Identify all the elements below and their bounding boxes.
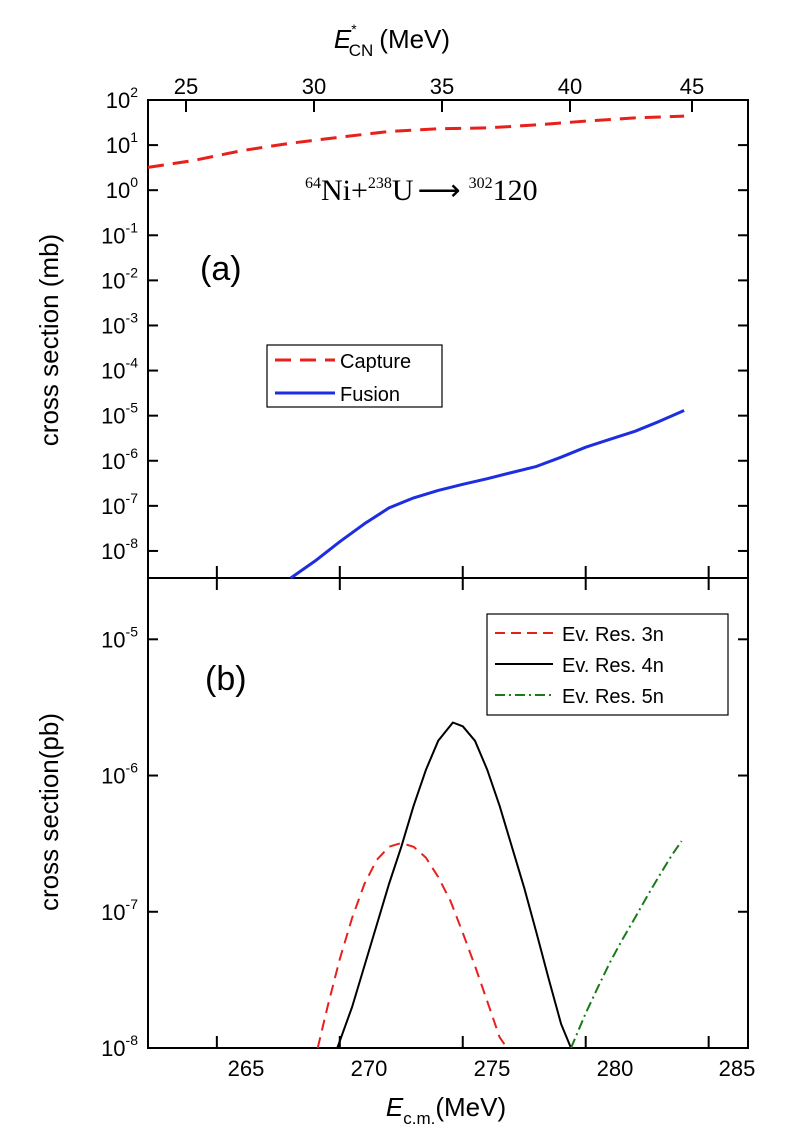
x-axis-ticks: [185, 100, 710, 1048]
legend-label-capture: Capture: [340, 351, 411, 373]
bottom-tick-label: 285: [719, 1056, 756, 1081]
bottom-tick-label: 265: [228, 1056, 265, 1081]
y-tick-label: 10-5: [101, 400, 138, 429]
y-tick-label: 10-6: [101, 445, 138, 474]
panel-a-legend: Capture Fusion: [266, 344, 443, 408]
panel-a-label: (a): [200, 250, 242, 288]
legend-label-4n: Ev. Res. 4n: [562, 655, 664, 677]
y-tick-label: 10-4: [101, 355, 138, 384]
series-ev-res-5n: [570, 840, 683, 1049]
y-tick-label: 10-6: [101, 760, 138, 789]
panel-b-label: (b): [205, 660, 247, 698]
top-tick-label: 45: [680, 74, 704, 99]
panel-b-legend: Ev. Res. 3n Ev. Res. 4n Ev. Res. 5n: [486, 613, 729, 716]
legend-label-3n: Ev. Res. 3n: [562, 624, 664, 646]
top-tick-label: 25: [174, 74, 198, 99]
series-fusion: [289, 409, 685, 580]
legend-label-5n: Ev. Res. 5n: [562, 686, 664, 708]
top-tick-label: 30: [302, 74, 326, 99]
series-ev-res-3n: [316, 842, 508, 1049]
bottom-tick-label: 275: [474, 1056, 511, 1081]
reaction-label: 64Ni+238U ⟶ 302120: [305, 174, 538, 207]
legend-box: [266, 344, 443, 408]
panel-a-series: [147, 114, 685, 580]
bottom-axis-label: Ec.m.(MeV): [386, 1092, 506, 1128]
y-tick-label: 10-5: [101, 623, 138, 652]
y-tick-label: 10-1: [101, 219, 138, 248]
series-ev-res-4n: [336, 721, 572, 1049]
y-tick-label: 10-7: [101, 896, 138, 925]
panel-a: 102 101 100 10-1 10-2 10-3 10-4 10-5 10-6 10-7 10-…: [34, 84, 748, 580]
bottom-tick-label: 280: [597, 1056, 634, 1081]
panel-a-frame: [147, 99, 749, 579]
panel-b-y-ticks: 10-5 10-6 10-7 10-8: [101, 623, 748, 1061]
top-tick-label: 35: [430, 74, 454, 99]
top-axis-label: E* CN (MeV): [334, 21, 450, 60]
top-tick-label: 40: [558, 74, 582, 99]
y-tick-label: 10-7: [101, 490, 138, 519]
y-tick-label: 10-8: [101, 535, 138, 564]
y-tick-label: 100: [106, 174, 138, 203]
panel-b: 10-5 10-6 10-7 10-8 cross section(pb) (b) E…: [34, 613, 748, 1061]
legend-label-fusion: Fusion: [340, 384, 400, 406]
y-tick-label: 10-2: [101, 264, 138, 293]
panel-b-series: [316, 721, 683, 1049]
y-tick-label: 10-8: [101, 1032, 138, 1061]
panel-b-y-axis-label: cross section(pb): [34, 713, 64, 911]
panel-a-y-ticks: 102 101 100 10-1 10-2 10-3 10-4 10-5 10-6 10-7 10-…: [101, 84, 748, 564]
y-tick-label: 10-3: [101, 309, 138, 338]
panel-b-frame: [147, 577, 749, 1049]
top-tick-labels: 25 30 35 40 45: [174, 74, 704, 99]
bottom-tick-labels: 265 270 275 280 285: [228, 1056, 756, 1081]
series-capture: [147, 114, 685, 169]
panel-a-y-axis-label: cross section (mb): [34, 234, 64, 446]
bottom-tick-label: 270: [351, 1056, 388, 1081]
y-tick-label: 102: [106, 84, 138, 113]
y-tick-label: 101: [106, 129, 138, 158]
